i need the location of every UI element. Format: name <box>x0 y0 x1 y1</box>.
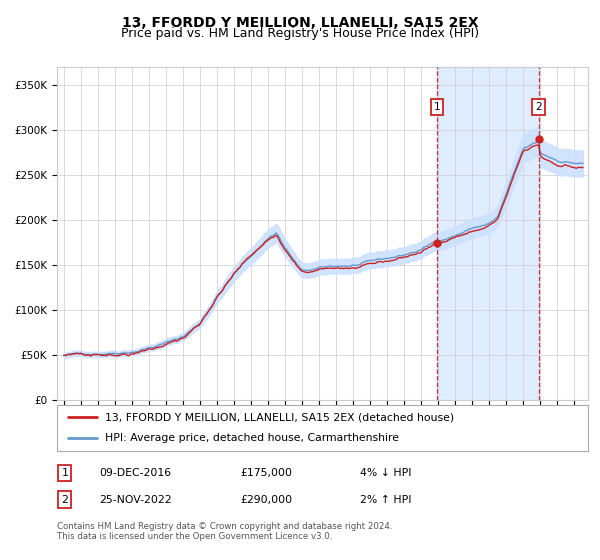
Text: £290,000: £290,000 <box>240 494 292 505</box>
Text: £175,000: £175,000 <box>240 468 292 478</box>
Text: HPI: Average price, detached house, Carmarthenshire: HPI: Average price, detached house, Carm… <box>105 433 399 444</box>
Text: 25-NOV-2022: 25-NOV-2022 <box>99 494 172 505</box>
Text: 1: 1 <box>61 468 68 478</box>
Bar <box>437 67 539 400</box>
Text: 2: 2 <box>61 494 68 505</box>
Text: 2% ↑ HPI: 2% ↑ HPI <box>360 494 412 505</box>
Text: Price paid vs. HM Land Registry's House Price Index (HPI): Price paid vs. HM Land Registry's House … <box>121 27 479 40</box>
Text: 4% ↓ HPI: 4% ↓ HPI <box>360 468 412 478</box>
Text: 13, FFORDD Y MEILLION, LLANELLI, SA15 2EX (detached house): 13, FFORDD Y MEILLION, LLANELLI, SA15 2E… <box>105 412 454 422</box>
Text: 09-DEC-2016: 09-DEC-2016 <box>99 468 171 478</box>
Text: Contains HM Land Registry data © Crown copyright and database right 2024.
This d: Contains HM Land Registry data © Crown c… <box>57 522 392 542</box>
Text: 1: 1 <box>434 102 440 112</box>
Text: 13, FFORDD Y MEILLION, LLANELLI, SA15 2EX: 13, FFORDD Y MEILLION, LLANELLI, SA15 2E… <box>122 16 478 30</box>
Text: 2: 2 <box>535 102 542 112</box>
